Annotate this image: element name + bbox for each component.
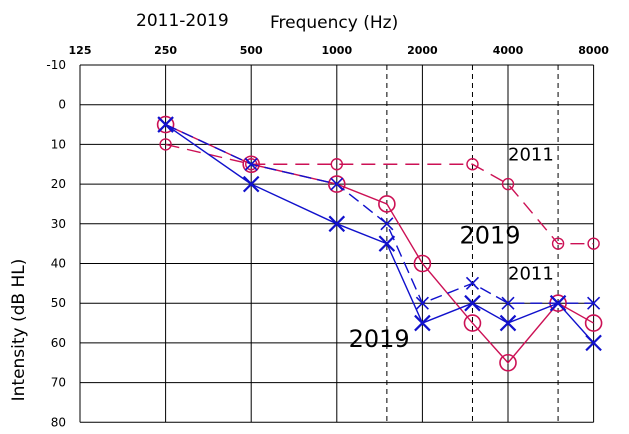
data-point-x [499,314,517,332]
data-point-x [585,334,602,352]
annotation-label: 2011 [508,263,554,284]
data-point-x [242,175,260,193]
chart-subtitle: 2011-2019 [136,11,229,31]
data-point-x [464,294,481,312]
data-point-x [415,296,429,310]
series [156,115,603,372]
data-point-circle [413,254,432,273]
y-tick-label: 0 [58,98,66,112]
x-tick-label: 250 [154,44,177,57]
x-tick-label: 1000 [321,44,352,57]
x-tick-label: 500 [240,44,263,57]
data-point-circle [156,115,175,134]
data-point-x [330,177,344,191]
data-point-x [465,276,480,290]
x-tick-label: 8000 [578,44,609,57]
data-point-circle [330,158,343,171]
data-point-circle [242,155,260,174]
data-point-circle [501,177,515,191]
y-tick-label: 30 [51,217,66,231]
data-point-x [380,217,394,231]
data-point-circle [159,138,172,151]
chart-title: Frequency (Hz) [270,13,398,33]
data-point-x [157,116,174,133]
series-2011-red [159,138,600,250]
y-axis-label: Intensity (dB HL) [9,259,29,402]
data-point-circle [551,237,565,250]
x-tick-label: 4000 [493,44,524,57]
annotation-label: 2019 [349,325,410,353]
data-point-x [328,215,346,233]
y-tick-label: 20 [51,177,66,191]
data-point-circle [244,158,258,171]
series-2019-blue [157,116,602,352]
annotation-label: 2011 [508,144,554,165]
x-tick-labels: 125 250 500 1000 2000 4000 8000 [69,44,610,57]
y-tick-labels: -10 0 10 20 30 40 50 60 70 80 [46,58,66,429]
series-line [165,143,594,245]
data-point-circle [463,314,482,332]
data-point-x [414,314,431,332]
data-point-circle [587,237,600,250]
data-point-x [587,296,601,310]
y-tick-label: 50 [51,296,66,310]
data-point-x [501,296,515,310]
series-2019-red [156,115,603,372]
data-point-circle [378,195,396,213]
data-point-circle [327,175,346,193]
series-line [165,123,594,364]
x-tick-label: 125 [69,44,92,57]
data-point-circle [466,158,479,171]
annotations: 2011 2019 2011 2019 [349,144,554,353]
data-point-x [244,157,258,171]
y-tick-label: 10 [51,137,66,151]
annotation-label: 2019 [459,222,520,250]
y-tick-label: 40 [51,257,66,271]
data-point-x [378,235,396,252]
y-tick-label: -10 [46,58,66,72]
y-tick-label: 80 [51,415,66,429]
data-point-circle [499,353,517,372]
y-tick-label: 70 [51,376,66,390]
data-point-circle [584,314,603,332]
data-point-x [549,294,567,312]
y-tick-label: 60 [51,336,66,350]
x-tick-label: 2000 [407,44,438,57]
